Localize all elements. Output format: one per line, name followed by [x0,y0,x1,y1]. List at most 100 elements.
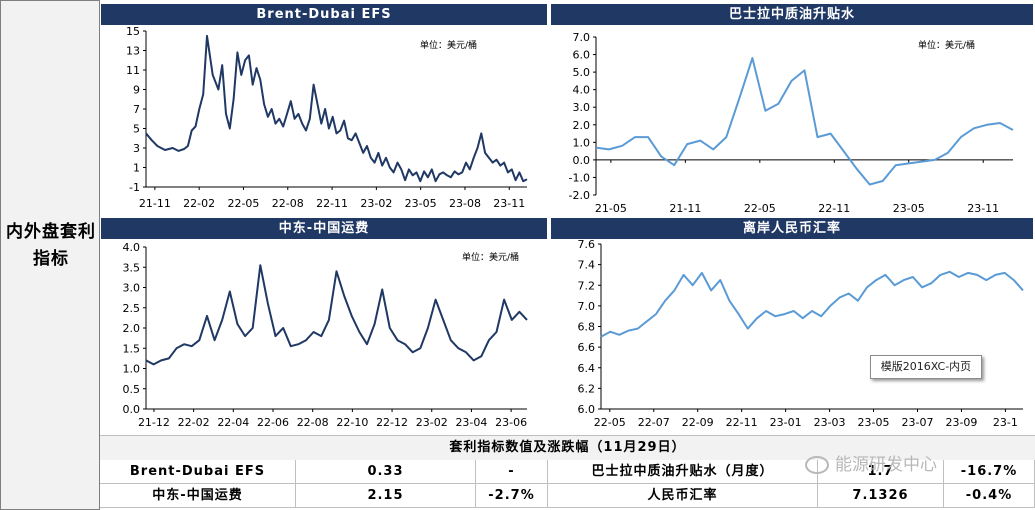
y-tick-label: 6.6 [578,341,596,354]
y-tick-label: 7.4 [578,259,596,272]
x-tick-label: 22-12 [376,416,408,429]
brand-text: 能源研发中心 [835,455,937,475]
y-tick-label: 6.2 [578,382,596,395]
unit-label-brent-dubai: 单位：美元/桶 [420,41,478,51]
y-tick-label: 1.0 [573,136,591,149]
unit-label-basrah: 单位：美元/桶 [918,41,976,51]
y-tick-label: 3.0 [123,282,141,295]
x-tick-label: 22-09 [682,416,714,429]
row2-left-name: 中东-中国运费 [100,484,296,508]
y-tick-label: 4.0 [123,241,141,254]
y-tick-label: 9 [133,84,140,97]
y-tick-label: 3.0 [573,101,591,114]
row2-left-change: -2.7% [476,484,548,508]
x-tick-label: 23-1 [993,416,1018,429]
x-tick-label: 23-11 [967,202,999,215]
y-tick-label: 5.0 [573,66,591,79]
chart-svg-brent-dubai: 15 13 11 9 7 5 3 1 -1 21-11 22-02 22-05 22-08 22-11 23… [126,25,528,210]
y-tick-label: -2.0 [569,189,590,202]
y-tick-label: 2.5 [123,302,141,315]
y-tick-label: 6.0 [578,403,596,416]
row1-left-name: Brent-Dubai EFS [100,460,296,484]
x-tick-label: 22-10 [336,416,368,429]
chart-title-me-freight: 中东-中国运费 [101,218,547,239]
x-tick-label: 23-01 [770,416,802,429]
y-tick-label: 6.8 [578,321,596,334]
x-tick-label: 23-09 [945,416,977,429]
y-tick-label: 0.0 [573,154,591,167]
y-tick-label: 0.0 [123,403,141,416]
section-sidebar: 内外盘套利指标 [0,0,100,510]
unit-label-me-freight: 单位：美元/桶 [462,253,520,263]
chart-me-freight: 4.0 3.5 3.0 2.5 2.0 1.5 1.0 0.5 0.0 21-12 22-02 22-… [101,239,547,434]
row1-left-change: - [476,460,548,484]
row2-right-name: 人民币汇率 [548,484,818,508]
section-label: 内外盘套利指标 [6,222,96,269]
x-tick-label: 23-06 [495,416,527,429]
template-watermark-box: 模版2016XC-内页 [870,355,982,379]
y-tick-label: 3 [133,142,140,155]
y-tick-label: 7.2 [578,279,596,292]
x-tick-label: 23-05 [858,416,890,429]
y-tick-label: 6.4 [578,362,596,375]
x-tick-label: 22-07 [638,416,670,429]
row2-right-change: -0.4% [944,484,1035,508]
chart-svg-basrah: 7.0 6.0 5.0 4.0 3.0 2.0 1.0 0.0 -1.0 -2.0 21-05 21-… [569,31,1014,215]
x-tick-label: 23-04 [455,416,487,429]
series-line-basrah [595,57,1014,186]
y-tick-label: 1.5 [123,342,141,355]
y-tick-label: 1 [133,162,140,175]
x-tick-label: 22-08 [272,197,304,210]
x-tick-label: 23-07 [902,416,934,429]
x-tick-label: 23-11 [493,197,525,210]
y-tick-label: 4.0 [573,84,591,97]
chart-svg-cnh: 7.6 7.4 7.2 7.0 6.8 6.6 6.4 6.2 6.022-05 22-07 22-… [578,238,1024,429]
y-tick-label: 1.0 [123,363,141,376]
series-line-cnh [600,270,1024,338]
series-line-brent-dubai [145,34,528,183]
x-tick-label: 22-11 [316,197,348,210]
y-tick-label: 0.5 [123,383,141,396]
chart-brent-dubai: 15 13 11 9 7 5 3 1 -1 21-11 22-02 22-05 22-08 22-11 23… [101,25,547,215]
x-tick-label: 22-11 [726,416,758,429]
x-tick-label: 23-08 [449,197,481,210]
x-tick-label: 21-11 [139,197,171,210]
chart-svg-me-freight: 4.0 3.5 3.0 2.5 2.0 1.5 1.0 0.5 0.021-12 22-02 22-… [123,241,528,429]
x-tick-label: 22-05 [227,197,259,210]
y-tick-label: 2.0 [573,119,591,132]
y-tick-label: 2.0 [123,322,141,335]
row1-right-value: 1.7 [818,460,944,484]
row2-right-value: 7.1326 [818,484,944,508]
chart-basrah: 7.0 6.0 5.0 4.0 3.0 2.0 1.0 0.0 -1.0 -2.0 21-05 21-… [551,25,1033,220]
chart-cnh: 7.6 7.4 7.2 7.0 6.8 6.6 6.4 6.2 6.0 22-05 22-07 22-… [551,238,1033,434]
chart-title-basrah: 巴士拉中质油升贴水 [551,4,1033,25]
x-tick-label: 22-05 [744,202,776,215]
chart-title-brent-dubai: Brent-Dubai EFS [101,4,547,25]
y-tick-label: 7.0 [578,300,596,313]
row1-right-name: 巴士拉中质油升贴水（月度） [548,460,818,484]
x-tick-label: 22-02 [183,197,215,210]
x-tick-label: 23-05 [893,202,925,215]
y-tick-label: 6.0 [573,49,591,62]
y-tick-label: 3.5 [123,261,141,274]
x-tick-label: 23-05 [405,197,437,210]
y-tick-label: -1.0 [569,171,590,184]
chart-title-cnh: 离岸人民币汇率 [551,218,1033,239]
x-tick-label: 23-03 [814,416,846,429]
x-tick-label: 22-06 [257,416,289,429]
x-tick-label: 23-02 [416,416,448,429]
x-tick-label: 22-05 [594,416,626,429]
row2-left-value: 2.15 [296,484,476,508]
x-tick-label: 22-11 [818,202,850,215]
x-tick-label: 22-02 [178,416,210,429]
x-tick-label: 23-02 [360,197,392,210]
y-tick-label: -1 [129,181,140,194]
wechat-icon [805,456,829,474]
y-tick-label: 7 [133,103,140,116]
brand-watermark: 能源研发中心 [805,450,937,475]
y-tick-label: 5 [133,123,140,136]
x-tick-label: 22-04 [217,416,249,429]
x-tick-label: 21-12 [138,416,170,429]
y-tick-label: 7.6 [578,239,596,251]
